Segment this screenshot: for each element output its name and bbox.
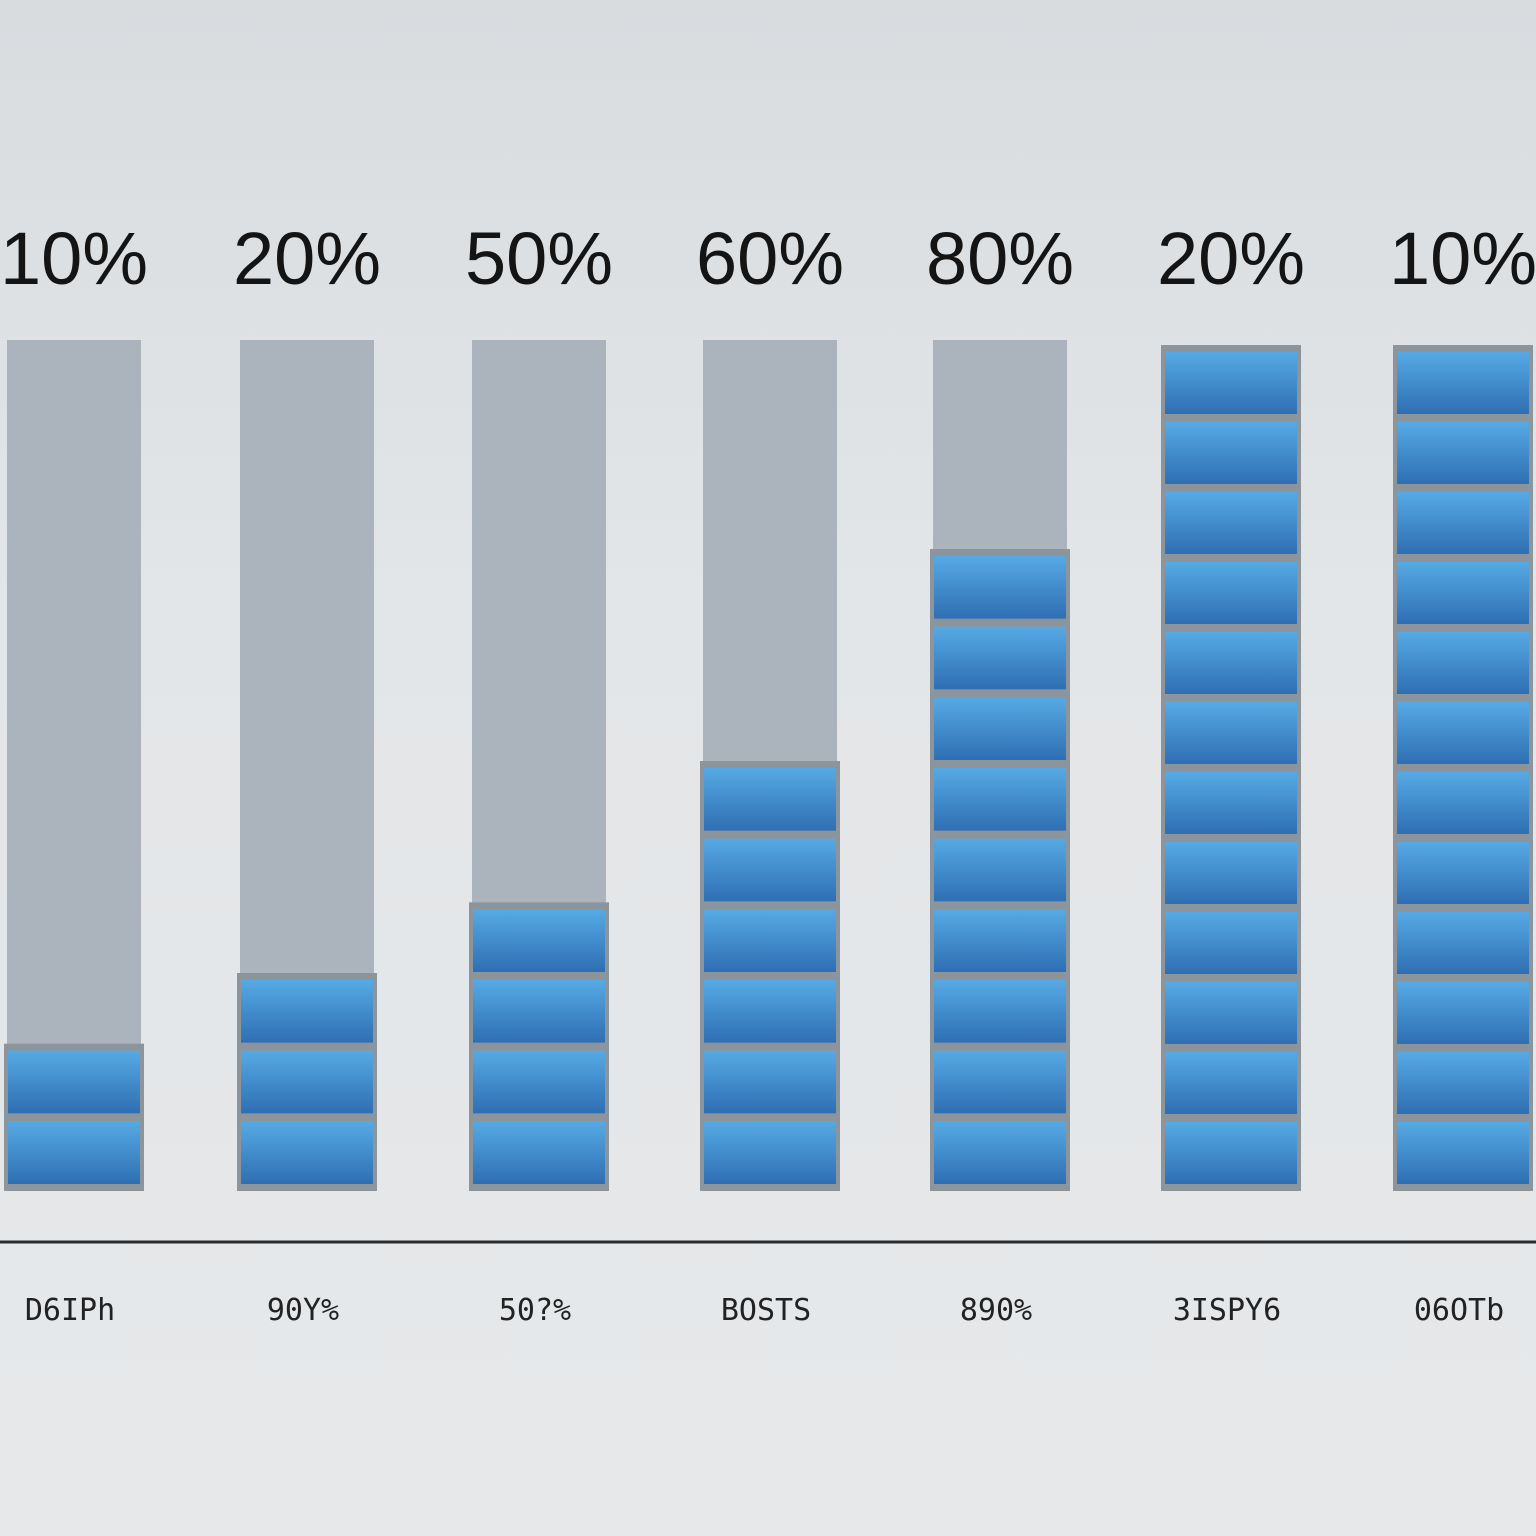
bar-4-segment-2: [704, 1050, 836, 1114]
bar-6-segment-8: [1165, 632, 1297, 694]
bar-2-segment-1: [241, 1121, 373, 1184]
bar-frame-4: [700, 761, 840, 1191]
bar-7-segment-7: [1397, 702, 1529, 764]
category-label-7: 06OTb: [1414, 1293, 1504, 1328]
category-label-3: 50?%: [499, 1293, 571, 1328]
bar-track-1: [7, 340, 141, 1047]
bar-4-segment-6: [704, 768, 836, 831]
bar-3-segment-3: [473, 980, 605, 1043]
bar-5-segment-8: [934, 626, 1066, 690]
top-label-1: 10%: [0, 217, 148, 300]
bar-5-segment-1: [934, 1121, 1066, 1184]
bar-5-segment-2: [934, 1050, 1066, 1114]
bar-7-segment-9: [1397, 562, 1529, 624]
bar-1-segment-2: [8, 1050, 140, 1114]
bar-7-segment-2: [1397, 1052, 1529, 1114]
bar-2-segment-3: [241, 980, 373, 1043]
bar-track-3: [472, 340, 606, 906]
bar-6-segment-1: [1165, 1122, 1297, 1184]
top-label-6: 20%: [1157, 217, 1305, 300]
bar-3-segment-1: [473, 1121, 605, 1184]
bar-track-4: [703, 340, 837, 764]
bar-7-segment-8: [1397, 632, 1529, 694]
bar-6-segment-6: [1165, 772, 1297, 834]
bar-6-segment-7: [1165, 702, 1297, 764]
category-label-1: D6IPh: [25, 1293, 115, 1328]
bar-7-segment-4: [1397, 912, 1529, 974]
bar-6-segment-12: [1165, 352, 1297, 414]
bar-4-segment-1: [704, 1121, 836, 1184]
bar-frame-7: [1393, 345, 1533, 1191]
bar-5-segment-9: [934, 556, 1066, 619]
bar-7-segment-3: [1397, 982, 1529, 1044]
category-label-5: 890%: [960, 1293, 1032, 1328]
bar-7-segment-10: [1397, 492, 1529, 554]
bar-6-segment-2: [1165, 1052, 1297, 1114]
bar-7-segment-12: [1397, 352, 1529, 414]
top-label-3: 50%: [465, 217, 613, 300]
bar-6-segment-5: [1165, 842, 1297, 904]
bar-7-segment-11: [1397, 422, 1529, 484]
bar-6-segment-4: [1165, 912, 1297, 974]
bar-1-segment-1: [8, 1121, 140, 1184]
bar-5-segment-4: [934, 909, 1066, 972]
bar-6-segment-3: [1165, 982, 1297, 1044]
bar-4-segment-3: [704, 980, 836, 1043]
bar-5-segment-5: [934, 838, 1066, 902]
category-label-2: 90Y%: [267, 1293, 339, 1328]
bar-6-segment-9: [1165, 562, 1297, 624]
bar-4-segment-4: [704, 909, 836, 972]
top-label-4: 60%: [696, 217, 844, 300]
bar-5-segment-6: [934, 768, 1066, 831]
bar-5-segment-3: [934, 980, 1066, 1043]
top-label-7: 10%: [1389, 217, 1536, 300]
bar-6-segment-10: [1165, 492, 1297, 554]
bar-track-5: [933, 340, 1067, 552]
bar-3-segment-2: [473, 1050, 605, 1114]
category-label-6: 3ISPY6: [1173, 1293, 1281, 1328]
bar-7-segment-1: [1397, 1122, 1529, 1184]
bar-7-segment-5: [1397, 842, 1529, 904]
category-label-4: BOSTS: [721, 1293, 811, 1328]
bar-3-segment-4: [473, 909, 605, 972]
bar-track-2: [240, 340, 374, 976]
bar-frame-6: [1161, 345, 1301, 1191]
bar-2-segment-2: [241, 1050, 373, 1114]
top-label-5: 80%: [926, 217, 1074, 300]
bar-4-segment-5: [704, 838, 836, 902]
bar-6-segment-11: [1165, 422, 1297, 484]
bar-5-segment-7: [934, 697, 1066, 760]
bar-7-segment-6: [1397, 772, 1529, 834]
top-label-2: 20%: [233, 217, 381, 300]
